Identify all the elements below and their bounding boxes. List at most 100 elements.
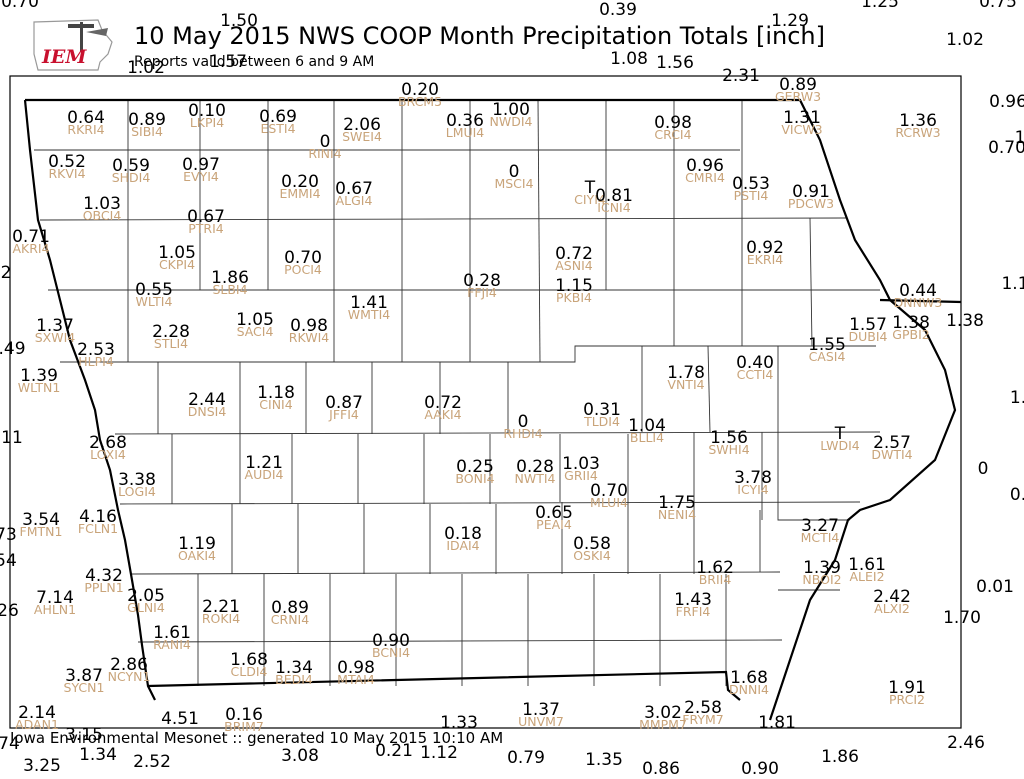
county-lines bbox=[34, 99, 881, 686]
station-id: MCTI4 bbox=[800, 530, 840, 545]
station-id: ALEI2 bbox=[849, 569, 885, 584]
precip-value: 1.41 bbox=[350, 293, 388, 313]
outside-precip-value: 1.56 bbox=[656, 53, 694, 73]
precip-value: 1.38 bbox=[892, 313, 930, 333]
precip-value: 0.31 bbox=[583, 400, 621, 420]
station-id: LKPI4 bbox=[189, 115, 225, 130]
outside-precip-value: 0.90 bbox=[741, 759, 779, 779]
precip-value: 0.55 bbox=[135, 280, 173, 300]
precip-value: 1.15 bbox=[555, 276, 593, 296]
precip-value: 2.05 bbox=[127, 586, 165, 606]
precip-value: 1.55 bbox=[808, 335, 846, 355]
precip-value: 3.87 bbox=[65, 666, 103, 686]
station-id: MMPM7 bbox=[639, 717, 687, 732]
station-id: LMUI4 bbox=[445, 125, 485, 140]
station-id: PRCI2 bbox=[889, 692, 925, 707]
station-id: RHDI4 bbox=[503, 426, 543, 441]
precip-value: 1.36 bbox=[899, 111, 937, 131]
map-frame bbox=[9, 75, 962, 729]
precip-value: 1.39 bbox=[803, 558, 841, 578]
precip-value: 0 bbox=[508, 162, 520, 182]
station-id: FRFI4 bbox=[675, 604, 711, 619]
precip-value: 2.58 bbox=[684, 698, 722, 718]
precip-value: 2.68 bbox=[89, 433, 127, 453]
outside-precip-value: 0.96 bbox=[989, 92, 1024, 112]
station-id: CASI4 bbox=[808, 349, 846, 364]
station-id: MLUI4 bbox=[590, 495, 628, 510]
precip-value: 1.37 bbox=[522, 700, 560, 720]
outside-precip-value: 1.86 bbox=[821, 747, 859, 767]
outside-precip-value: 2.31 bbox=[722, 66, 760, 86]
station-id: NWDI4 bbox=[489, 114, 533, 129]
station-id: PPLN1 bbox=[84, 580, 124, 595]
station-id: FRYM7 bbox=[682, 712, 724, 727]
precip-value: 1.57 bbox=[849, 315, 887, 335]
outside-precip-value: 3.08 bbox=[281, 746, 319, 766]
precip-value: 0.89 bbox=[779, 75, 817, 95]
outside-precip-value: 11 bbox=[1, 428, 23, 448]
precip-value: 0.98 bbox=[290, 316, 328, 336]
outside-precip-value: 1.38 bbox=[946, 311, 984, 331]
outside-precip-value: 0.21 bbox=[375, 741, 413, 761]
outside-precip-value: 2.52 bbox=[133, 752, 171, 772]
outside-precip-value: 0. bbox=[1009, 485, 1024, 505]
station-id: FMTN1 bbox=[19, 524, 63, 539]
precip-value: 1.05 bbox=[236, 310, 274, 330]
station-id: OBCI4 bbox=[82, 208, 122, 223]
precip-value: 1.62 bbox=[696, 558, 734, 578]
station-id: EMMI4 bbox=[279, 186, 321, 201]
precip-value: 1.33 bbox=[440, 713, 478, 733]
precip-value: 1.91 bbox=[888, 678, 926, 698]
station-id: BRII4 bbox=[698, 572, 732, 587]
station-id: WLTN1 bbox=[17, 380, 61, 395]
map-footer: Iowa Environmental Mesonet :: generated … bbox=[10, 729, 504, 747]
station-id: GLNI4 bbox=[127, 600, 165, 615]
station-id: JFFI4 bbox=[329, 407, 359, 422]
station-id: SYCN1 bbox=[63, 680, 105, 695]
precip-value: 2.42 bbox=[873, 587, 911, 607]
station-id: CKPI4 bbox=[158, 257, 196, 272]
station-id: NCYN1 bbox=[107, 669, 151, 684]
station-id: CCTI4 bbox=[736, 367, 774, 382]
outside-precip-value: .49 bbox=[0, 339, 26, 359]
station-id: CLDI4 bbox=[230, 664, 268, 679]
precip-value: 0.18 bbox=[444, 524, 482, 544]
station-id: LOXI4 bbox=[90, 447, 126, 462]
station-id: FFJI4 bbox=[467, 285, 497, 300]
precip-value: 1.31 bbox=[783, 108, 821, 128]
station-id: POCI4 bbox=[284, 262, 322, 277]
station-id: CRCI4 bbox=[654, 127, 692, 142]
precip-value: 2.21 bbox=[202, 597, 240, 617]
station-id: SWEI4 bbox=[342, 129, 382, 144]
station-id: DUBI4 bbox=[848, 329, 888, 344]
outside-precip-value: 73 bbox=[0, 525, 17, 545]
precip-value: 0 bbox=[517, 412, 529, 432]
station-id: ICYI4 bbox=[737, 482, 769, 497]
precip-value: 0.70 bbox=[284, 248, 322, 268]
station-id: TLDI4 bbox=[584, 414, 620, 429]
station-id: SWHI4 bbox=[708, 442, 750, 457]
precip-value: 1.05 bbox=[158, 243, 196, 263]
station-id: PTRI4 bbox=[188, 221, 224, 236]
precip-value: 1.03 bbox=[83, 194, 121, 214]
station-id: SLBI4 bbox=[212, 282, 248, 297]
outside-precip-value: 0.86 bbox=[642, 759, 680, 779]
station-id: DWTI4 bbox=[871, 447, 913, 462]
outside-precip-value: 0.70 bbox=[1, 0, 39, 12]
precip-value: 1.18 bbox=[257, 383, 295, 403]
station-id: DNNW3 bbox=[893, 295, 943, 310]
station-id: CMRI4 bbox=[685, 170, 725, 185]
station-id: NBOI2 bbox=[802, 572, 842, 587]
station-id: LOGI4 bbox=[118, 484, 156, 499]
station-id: ALXI2 bbox=[874, 601, 910, 616]
precip-value: 1.21 bbox=[245, 453, 283, 473]
precip-value: 0.70 bbox=[590, 481, 628, 501]
outside-precip-value: 1.12 bbox=[420, 743, 458, 763]
station-id: BEDI4 bbox=[275, 672, 313, 687]
precip-value: 3.15 bbox=[65, 725, 103, 745]
outside-precip-value: 2 bbox=[0, 263, 12, 283]
state-borders bbox=[23, 98, 962, 721]
station-id: RKVI4 bbox=[48, 166, 86, 181]
precip-value: 3.02 bbox=[644, 703, 682, 723]
station-id: STLI4 bbox=[153, 336, 189, 351]
